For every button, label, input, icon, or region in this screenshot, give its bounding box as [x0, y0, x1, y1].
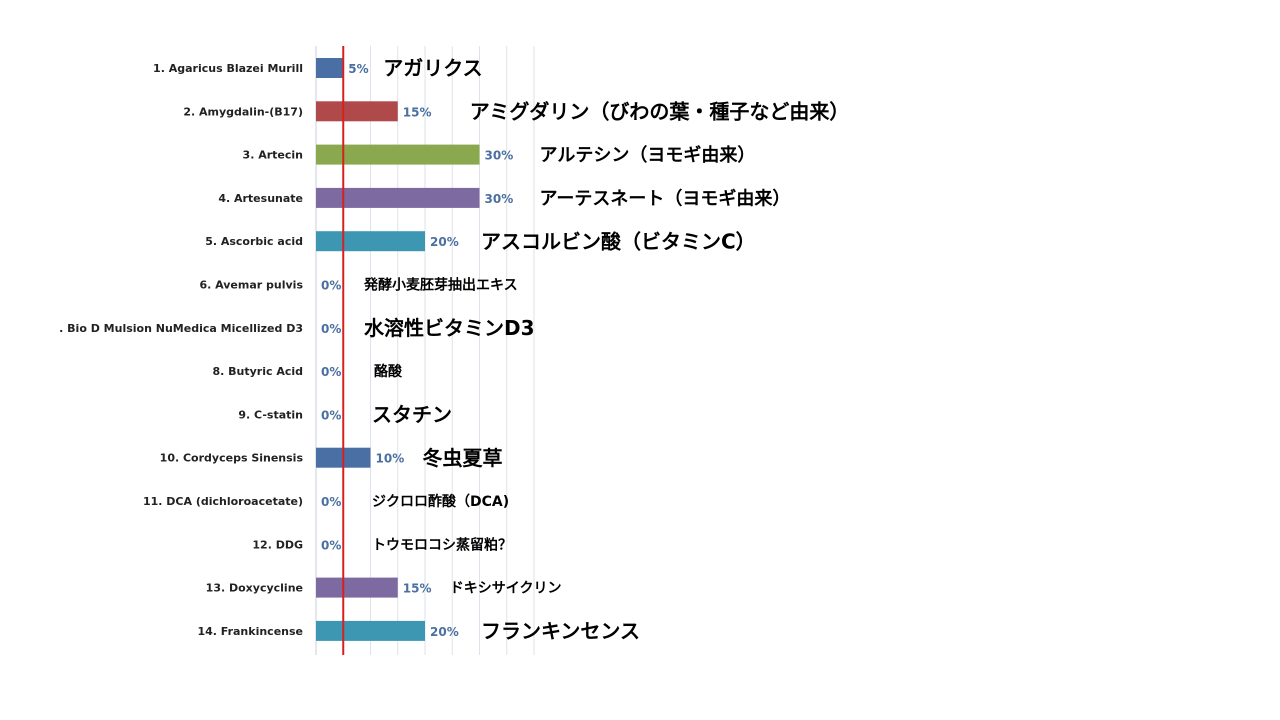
- category-label: 6. Avemar pulvis: [199, 279, 303, 292]
- category-label: 1. Agaricus Blazei Murill: [153, 62, 303, 75]
- annotation-label: ドキシサイクリン: [450, 581, 562, 597]
- category-label: 2. Amygdalin-(B17): [183, 105, 303, 118]
- bar: [316, 187, 480, 208]
- bar: [316, 144, 480, 165]
- category-label: 11. DCA (dichloroacetate): [143, 495, 303, 508]
- annotation-label: 水溶性ビタミンD3: [364, 316, 535, 340]
- value-label: 0%: [321, 495, 341, 509]
- category-label: 3. Artecin: [243, 149, 303, 162]
- value-label: 30%: [485, 192, 514, 206]
- value-label: 5%: [348, 62, 368, 76]
- category-label: 12. DDG: [252, 538, 303, 551]
- annotation-label: アスコルビン酸（ビタミンC）: [481, 229, 756, 253]
- value-label: 10%: [376, 452, 405, 466]
- annotation-label: ジクロロ酢酸（DCA): [372, 493, 509, 510]
- annotation-label: トウモロコシ蒸留粕？: [372, 536, 512, 553]
- category-labels: 1. Agaricus Blazei Murill 2. Amygdalin-(B…: [52, 62, 304, 638]
- value-label: 0%: [321, 538, 341, 552]
- value-label: 0%: [321, 322, 341, 336]
- value-label: 20%: [430, 235, 459, 249]
- category-label: 7. Bio D Mulsion NuMedica Micellized D3: [52, 322, 303, 335]
- category-label: 13. Doxycycline: [206, 582, 303, 595]
- category-label: 4. Artesunate: [218, 192, 303, 205]
- value-label: 0%: [321, 408, 341, 422]
- annotation-label: 酪酸: [374, 363, 403, 380]
- bar: [316, 101, 398, 122]
- value-label: 15%: [403, 582, 432, 596]
- value-label: 30%: [485, 149, 514, 163]
- value-label: 0%: [321, 279, 341, 293]
- annotation-label: アガリクス: [383, 56, 482, 80]
- value-label: 20%: [430, 625, 459, 639]
- bar: [316, 620, 425, 641]
- annotation-label: 冬虫夏草: [423, 446, 503, 470]
- category-label: 10. Cordyceps Sinensis: [160, 452, 304, 465]
- value-labels: 5% 15% 30% 30% 20% 0% 0% 0% 0% 10% 0% 0% 15% 20%: [321, 62, 513, 639]
- bar: [316, 577, 398, 598]
- value-label: 0%: [321, 365, 341, 379]
- category-label: 8. Butyric Acid: [212, 365, 303, 378]
- annotation-label: アーテスネート（ヨモギ由来）: [540, 187, 791, 209]
- bar: [316, 58, 344, 78]
- annotation-label: 発酵小麦胚芽抽出エキス: [363, 277, 518, 294]
- value-label: 15%: [403, 105, 432, 119]
- annotation-label: アルテシン（ヨモギ由来）: [540, 144, 756, 166]
- gridlines: [315, 46, 535, 655]
- category-label: 5. Ascorbic acid: [205, 235, 303, 248]
- annotation-label: フランキンセンス: [481, 619, 640, 643]
- category-label: 14. Frankincense: [197, 625, 303, 638]
- bar: [316, 231, 425, 252]
- annotation-label: スタチン: [372, 403, 452, 427]
- annotation-label: アミグダリン（びわの葉・種子など由来）: [470, 100, 850, 124]
- category-label: 9. C-statin: [238, 408, 303, 421]
